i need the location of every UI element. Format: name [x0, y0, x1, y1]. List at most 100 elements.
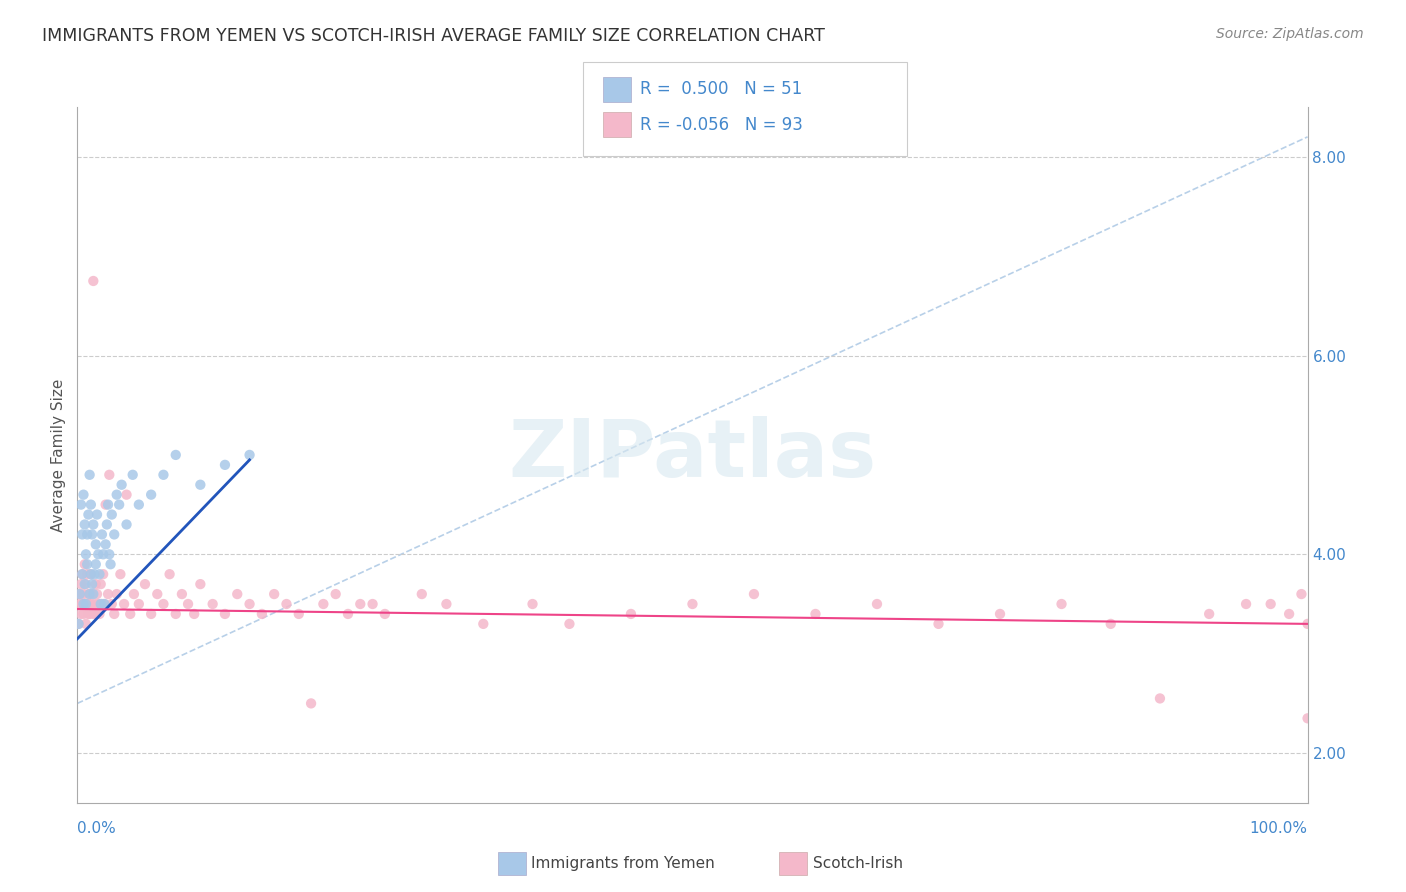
Point: [70, 607, 93, 621]
Point: [83, 597, 105, 611]
Point: [84, 607, 107, 621]
Point: [103, 527, 125, 541]
Point: [103, 607, 125, 621]
Point: [120, 607, 142, 621]
Point: [288, 607, 311, 621]
Point: [77, 587, 100, 601]
Point: [70, 498, 93, 512]
Point: [1296, 711, 1319, 725]
Point: [82, 274, 104, 288]
Point: [82, 527, 104, 541]
Point: [90, 597, 112, 611]
Point: [101, 597, 124, 611]
Point: [77, 607, 100, 621]
Point: [159, 567, 181, 582]
Point: [75, 547, 97, 561]
Point: [108, 498, 131, 512]
Point: [325, 587, 347, 601]
Point: [80, 498, 103, 512]
Text: ZIPatlas: ZIPatlas: [509, 416, 876, 494]
Point: [111, 477, 132, 491]
Point: [141, 607, 163, 621]
Text: R = -0.056   N = 93: R = -0.056 N = 93: [640, 116, 803, 134]
Point: [170, 587, 193, 601]
Point: [201, 597, 224, 611]
Point: [73, 517, 96, 532]
Point: [165, 448, 187, 462]
Point: [110, 567, 132, 582]
Point: [141, 488, 163, 502]
Text: Source: ZipAtlas.com: Source: ZipAtlas.com: [1216, 27, 1364, 41]
Point: [100, 558, 122, 572]
Point: [128, 597, 150, 611]
Point: [80, 597, 103, 611]
Point: [1296, 616, 1319, 631]
Point: [96, 517, 118, 532]
Point: [101, 508, 124, 522]
Point: [1291, 587, 1313, 601]
Point: [72, 607, 94, 621]
Point: [76, 527, 98, 541]
Point: [79, 587, 101, 601]
Point: [988, 607, 1011, 621]
Point: [472, 616, 495, 631]
Point: [190, 577, 212, 591]
Point: [804, 607, 827, 621]
Point: [86, 508, 108, 522]
Point: [866, 597, 889, 611]
Point: [1099, 616, 1122, 631]
Point: [84, 577, 107, 591]
Point: [152, 467, 174, 482]
Point: [73, 577, 96, 591]
Point: [436, 597, 458, 611]
Point: [93, 597, 115, 611]
Point: [82, 587, 104, 601]
Point: [69, 587, 91, 601]
Point: [89, 567, 111, 582]
Point: [250, 607, 273, 621]
Point: [84, 558, 107, 572]
Point: [69, 597, 91, 611]
Point: [90, 597, 114, 611]
Point: [75, 616, 97, 631]
Point: [83, 567, 105, 582]
Point: [374, 607, 396, 621]
Text: 100.0%: 100.0%: [1250, 821, 1308, 836]
Point: [94, 498, 117, 512]
Point: [70, 597, 93, 611]
Point: [82, 607, 104, 621]
Point: [214, 607, 236, 621]
Point: [276, 597, 298, 611]
Point: [128, 498, 150, 512]
Point: [82, 577, 104, 591]
Point: [97, 587, 120, 601]
Text: IMMIGRANTS FROM YEMEN VS SCOTCH-IRISH AVERAGE FAMILY SIZE CORRELATION CHART: IMMIGRANTS FROM YEMEN VS SCOTCH-IRISH AV…: [42, 27, 825, 45]
Point: [70, 527, 93, 541]
Point: [1149, 691, 1171, 706]
Point: [122, 587, 145, 601]
Text: 0.0%: 0.0%: [77, 821, 117, 836]
Point: [87, 547, 110, 561]
Point: [75, 577, 97, 591]
Point: [76, 558, 98, 572]
Point: [77, 508, 100, 522]
Point: [337, 607, 360, 621]
Point: [79, 607, 101, 621]
Point: [70, 567, 93, 582]
Point: [349, 597, 371, 611]
Point: [80, 567, 103, 582]
Point: [82, 587, 104, 601]
Point: [79, 597, 101, 611]
Text: R =  0.500   N = 51: R = 0.500 N = 51: [640, 80, 801, 98]
Point: [190, 477, 212, 491]
Point: [214, 458, 236, 472]
Point: [73, 558, 96, 572]
Point: [1234, 597, 1257, 611]
Point: [134, 577, 156, 591]
Point: [105, 488, 128, 502]
Y-axis label: Average Family Size: Average Family Size: [51, 378, 66, 532]
Point: [682, 597, 704, 611]
Point: [73, 597, 96, 611]
Point: [70, 567, 93, 582]
Point: [93, 597, 115, 611]
